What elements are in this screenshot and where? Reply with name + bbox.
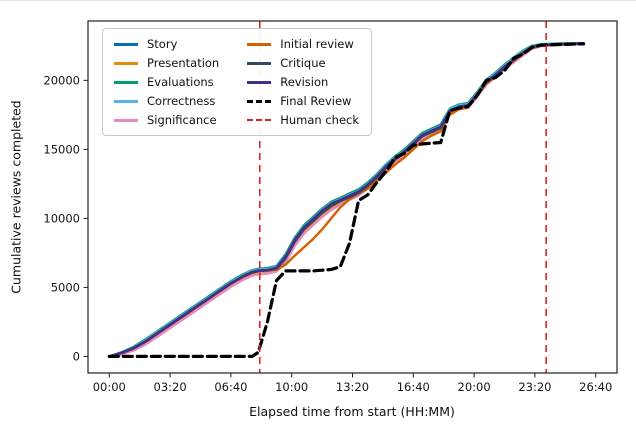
legend-item-human-check: Human check [247,113,359,127]
y-tick-label: 10000 [43,211,80,225]
y-tick-label: 15000 [43,142,80,156]
legend-label-human-check: Human check [280,113,360,127]
legend-item-initial-review: Initial review [247,37,359,51]
legend-label-initial-review: Initial review [280,37,354,51]
legend-label-story: Story [147,37,178,51]
x-tick-label: 16:40 [397,380,430,394]
legend-swatch-revision [247,80,272,84]
plot-border [87,20,618,374]
legend-item-critique: Critique [247,56,359,70]
legend: Story Presentation Evaluations Correctness S… [102,28,373,136]
legend-item-presentation: Presentation [114,56,219,70]
y-tick-label: 5000 [51,280,80,294]
y-tick-label: 20000 [43,73,80,87]
x-tick-label: 13:20 [336,380,369,394]
legend-swatch-human-check [247,119,272,121]
x-axis-label: Elapsed time from start (HH:MM) [249,404,455,419]
y-tick-label: 0 [73,349,80,363]
legend-label-significance: Significance [147,113,217,127]
x-tick-label: 20:00 [458,380,491,394]
x-tick-label: 23:20 [518,380,551,394]
legend-label-final-review: Final Review [280,94,352,108]
y-axis-label: Cumulative reviews completed [8,100,24,294]
legend-item-evaluations: Evaluations [114,75,219,89]
legend-swatch-critique [247,61,272,65]
legend-swatch-final-review [247,99,272,103]
legend-item-correctness: Correctness [114,94,219,108]
series-final-review-line [107,42,586,358]
x-tick-label: 26:40 [579,380,612,394]
legend-swatch-initial-review [247,42,272,46]
legend-item-revision: Revision [247,75,359,89]
legend-swatch-correctness [114,99,138,103]
legend-item-significance: Significance [114,113,219,127]
x-tick-label: 10:00 [275,380,308,394]
legend-swatch-presentation [114,61,138,65]
legend-item-story: Story [114,37,219,51]
legend-label-critique: Critique [280,56,326,70]
legend-label-revision: Revision [280,75,329,89]
legend-swatch-evaluations [114,80,138,84]
legend-item-final-review: Final Review [247,94,359,108]
legend-label-presentation: Presentation [147,56,220,70]
legend-swatch-story [114,42,138,46]
legend-label-evaluations: Evaluations [147,75,214,89]
x-tick-label: 06:40 [214,380,247,394]
x-tick-label: 03:20 [154,380,187,394]
legend-swatch-significance [114,118,138,122]
legend-label-correctness: Correctness [147,94,216,108]
x-tick-label: 00:00 [93,380,126,394]
